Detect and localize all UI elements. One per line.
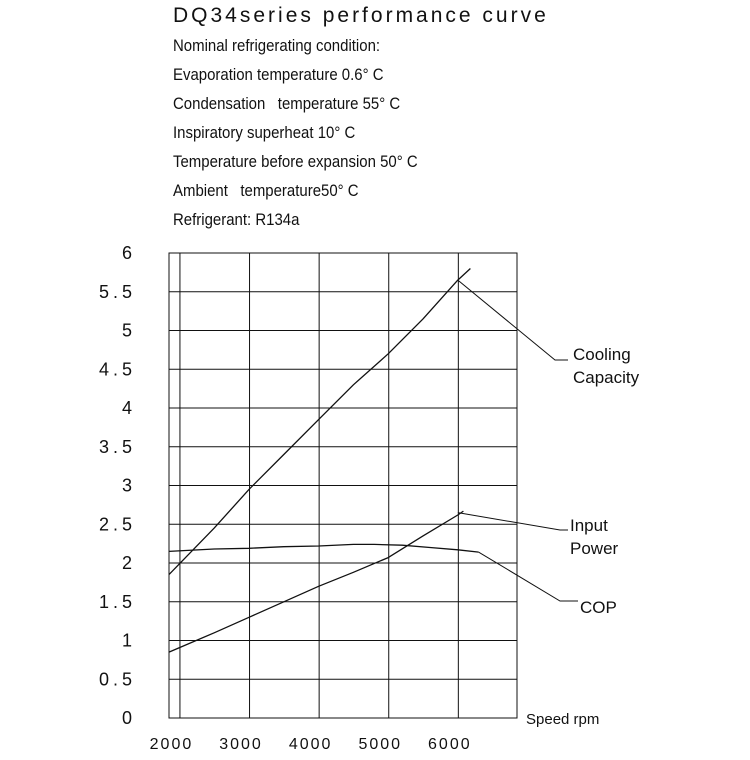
y-tick-label: 5 (122, 321, 136, 341)
condition-line: Ambient temperature50° C (173, 181, 359, 200)
condition-line: Inspiratory superheat 10° C (173, 123, 356, 142)
y-tick-label: 0 (122, 708, 136, 728)
x-axis-label: Speed rpm (526, 711, 599, 728)
y-tick-label: 1 (122, 631, 136, 651)
x-tick-label: 3000 (219, 736, 263, 753)
chart-title: DQ34series performance curve (173, 4, 549, 27)
y-tick-label: 5.5 (99, 282, 136, 302)
y-tick-label: 0.5 (99, 669, 136, 689)
condition-line: Evaporation temperature 0.6° C (173, 65, 384, 84)
condition-line: Condensation temperature 55° C (173, 94, 401, 113)
y-tick-label: 4 (122, 398, 136, 418)
series-line (168, 543, 479, 553)
series-label: Capacity (573, 368, 640, 387)
x-tick-label: 6000 (428, 736, 472, 753)
y-tick-label: 3.5 (99, 437, 136, 457)
y-tick-label: 1.5 (99, 592, 136, 612)
y-tick-label: 2 (122, 553, 136, 573)
condition-line: Temperature before expansion 50° C (173, 152, 418, 171)
series-label: Cooling (573, 345, 631, 364)
leader-line (457, 512, 568, 531)
series-line (168, 268, 471, 576)
y-tick-label: 2.5 (99, 514, 136, 534)
x-tick-label: 2000 (150, 736, 194, 753)
y-tick-label: 3 (122, 476, 136, 496)
series-label: COP (580, 598, 617, 617)
series-label: Power (570, 539, 619, 558)
condition-line: Nominal refrigerating condition: (173, 36, 381, 55)
x-tick-label: 4000 (289, 736, 333, 753)
condition-line: Refrigerant: R134a (173, 210, 300, 229)
leader-line (457, 279, 568, 361)
series-line (168, 510, 464, 653)
y-tick-label: 6 (122, 243, 136, 263)
x-tick-label: 5000 (358, 736, 402, 753)
leader-line (478, 551, 578, 602)
y-tick-label: 4.5 (99, 359, 136, 379)
series-label: Input (570, 516, 608, 535)
